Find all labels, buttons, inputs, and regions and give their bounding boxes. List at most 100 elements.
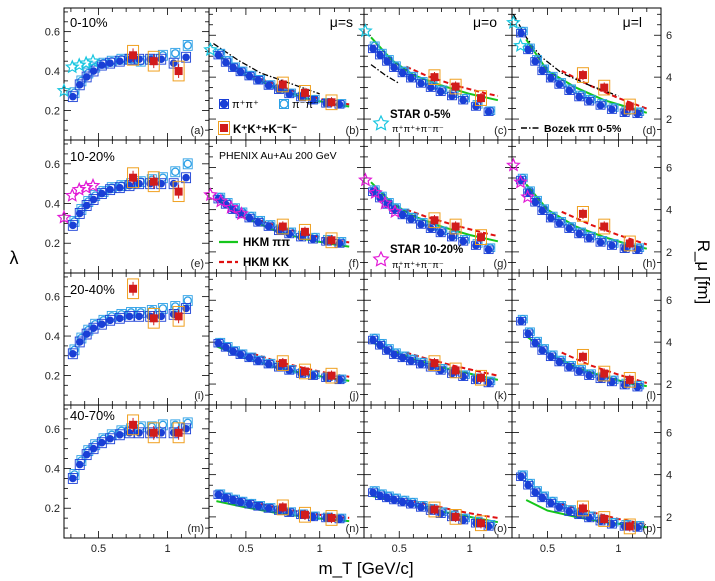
pip-point: [538, 494, 547, 502]
pip-point: [407, 215, 415, 223]
y-tick-label: 0.4: [45, 464, 60, 476]
y-tick-label: 0.2: [45, 238, 60, 250]
pip-point: [89, 444, 98, 453]
pip-point: [565, 507, 574, 516]
panel-letter: (m): [188, 523, 205, 535]
kaon-point: [149, 428, 158, 437]
pip-point: [524, 481, 532, 490]
column-header-l: μ=l: [623, 14, 642, 30]
kaon-point: [278, 503, 287, 512]
kaon-syst-box: [325, 232, 338, 249]
pip-syst-box: [96, 59, 107, 71]
star-point: [513, 37, 528, 52]
panel-i: 0.2 0.4 0.6 (i): [45, 272, 210, 406]
star-label-0-5: STAR 0-5%: [390, 109, 451, 121]
y-tick-label: 0.2: [45, 370, 60, 382]
kaon-syst-box: [172, 181, 185, 203]
panel-j: (j): [208, 272, 365, 406]
centrality-label-40-70: 40-70%: [70, 408, 115, 423]
kaon-syst-box: [276, 499, 289, 516]
kaon-syst-box: [276, 218, 289, 235]
star-point: [377, 195, 393, 210]
pim-point: [171, 420, 180, 430]
pim-point: [171, 49, 180, 58]
pip-point: [398, 498, 407, 506]
pip-syst-box: [425, 224, 436, 233]
pip-point: [547, 353, 555, 361]
panel-letter: (g): [494, 258, 507, 270]
panel-letter: (j): [349, 390, 359, 402]
star-point: [223, 199, 239, 214]
pip-point: [407, 500, 415, 509]
pip-point: [254, 218, 263, 227]
kaon-syst-box: [127, 167, 140, 189]
kaon-point: [600, 515, 609, 523]
star-point: [357, 172, 373, 187]
y-tick-label-right: 4: [666, 205, 672, 217]
pip-syst-box: [134, 178, 145, 190]
kaon-syst-box: [449, 362, 462, 379]
pip-point: [182, 425, 190, 433]
panel-letter: (f): [349, 258, 359, 270]
pip-point: [398, 211, 407, 219]
kaon-point: [300, 88, 309, 97]
panel-m: 0.5 1 0.2 0.4 0.6 (m): [45, 404, 210, 555]
kaon-syst-box: [576, 206, 589, 222]
pim-point: [171, 167, 180, 177]
y-tick-label-right: 6: [666, 295, 672, 307]
y-tick-label: 0.2: [45, 503, 60, 515]
star-point: [357, 23, 373, 38]
pip-point: [407, 357, 415, 365]
pip-point: [472, 102, 480, 111]
pip-point: [309, 235, 317, 244]
pip-point: [264, 222, 273, 231]
pip-point: [459, 96, 468, 104]
kaon-syst-box: [298, 363, 311, 380]
pip-point: [89, 195, 98, 204]
pip-point: [222, 494, 230, 502]
kaon-syst-box: [428, 501, 441, 518]
pip-point: [369, 488, 377, 497]
pip-point: [383, 57, 391, 66]
pip-syst-box: [415, 220, 426, 229]
kaon-point: [578, 352, 587, 361]
star-point: [85, 177, 101, 192]
kaon-point: [476, 233, 485, 242]
panel-h: 2 4 6 (h): [505, 139, 672, 274]
kaon-syst-box: [623, 235, 636, 252]
legend-label-pim: π⁻π⁻: [292, 99, 319, 111]
kaon-syst-box: [127, 44, 140, 66]
pip-syst-box: [74, 459, 85, 470]
pip-syst-box: [406, 214, 417, 224]
pip-point: [75, 81, 84, 89]
x-tick-label: 0.5: [238, 543, 253, 555]
pip-syst-box: [105, 184, 116, 196]
star-point: [78, 179, 94, 195]
kaon-point: [451, 366, 460, 375]
pip-point: [285, 90, 294, 98]
pip-point: [436, 366, 445, 375]
pip-point: [585, 97, 593, 106]
pip-syst-box: [168, 178, 179, 190]
pip-point: [214, 51, 223, 59]
pip-point: [182, 304, 190, 313]
pip-point: [115, 430, 124, 439]
kaon-point: [300, 510, 309, 519]
panel-letter: (l): [646, 390, 656, 402]
panel-frame: [363, 404, 513, 539]
kaon-syst-box: [474, 369, 487, 386]
kaon-point: [600, 222, 609, 231]
kaon-syst-box: [147, 307, 160, 329]
pip-point: [369, 336, 377, 344]
pip-point: [135, 312, 143, 321]
pip-syst-box: [105, 314, 116, 326]
bozek-curve: [370, 64, 400, 84]
pip-point: [383, 494, 391, 502]
kaon-point: [430, 359, 439, 368]
star-point: [387, 204, 403, 219]
star-point: [520, 189, 535, 204]
pip-point: [547, 499, 555, 507]
pip-point: [517, 29, 525, 37]
column-header-s: μ=s: [330, 14, 353, 30]
x-tick-label: 1: [467, 543, 473, 555]
